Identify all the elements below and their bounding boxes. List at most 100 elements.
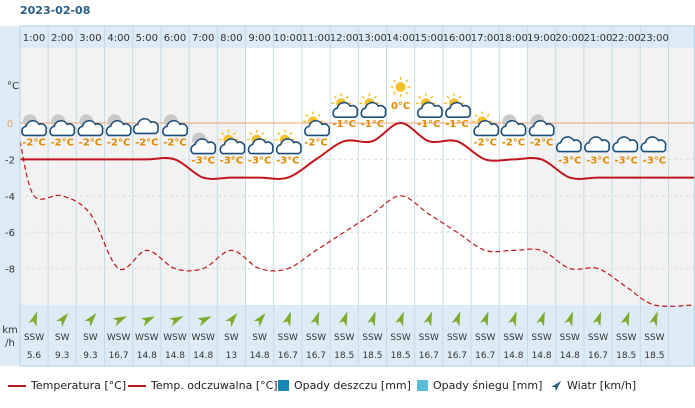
cloud-shape [190,138,217,155]
temperature-label: -1°C [332,119,355,130]
sun-ray [446,95,450,99]
forecast-date: 2023-02-08 [20,4,91,17]
wind-arrow-icon [28,311,38,327]
sun-ray [430,95,434,99]
wind-arrow-shape [197,316,212,327]
sun-ray [373,95,377,99]
sun-cloud-icon [444,93,472,118]
wind-arrow-icon [367,311,376,327]
temperature-label: -2°C [79,137,102,148]
hour-label: 1:00 [23,33,45,44]
wind-speed-label: 14.8 [503,351,523,361]
temperature-label: -2°C [502,137,525,148]
wind-arrow-shape [56,313,69,327]
wind-direction-label: SSW [419,333,439,343]
temperature-label: -2°C [530,137,553,148]
hour-label: 2:00 [51,33,73,44]
cloud-icon [555,136,582,153]
night-cloud-icon [500,114,527,137]
hour-label: 6:00 [164,33,186,44]
y-tick-label: -8 [5,265,15,276]
cloud-shape [612,136,639,153]
night-cloud-icon [77,114,104,137]
wind-arrow-shape [282,311,292,327]
cloud-shape [360,101,387,118]
wind-unit-label: /h [5,338,15,349]
wind-arrow-shape [253,313,266,327]
wind-speed-label: 16.7 [419,351,439,361]
wind-arrow-shape [508,311,517,327]
legend-wind-icon [551,380,561,391]
wind-arrow-shape [592,311,602,327]
temperature-label: -3°C [220,156,243,167]
cloud-shape [640,136,667,153]
wind-arrow-shape [479,311,489,327]
legend-temperature-swatch [8,384,26,387]
wind-unit-label: km [2,325,18,336]
cloud-shape [473,120,500,137]
wind-direction-label: SSW [531,333,551,343]
wind-arrow-shape [649,311,658,327]
wind-speed-label: 18.5 [362,351,382,361]
wind-speed-label: 14.8 [137,351,157,361]
legend-snow-swatch [417,380,428,391]
night-cloud-icon [105,114,132,137]
sun-cloud-icon [472,111,500,137]
y-tick-label: -6 [5,228,15,239]
wind-arrow-icon [395,311,404,327]
chart-canvas: 1:00 SSW 5.6 2:00 SW 9.3 3:00 SW 9.3 4:00 WSW 16.7 5… [0,25,695,367]
hour-label: 15:00 [414,33,443,44]
hour-label: 17:00 [471,33,500,44]
wind-arrow-shape [367,311,376,327]
sun-ray [474,113,478,117]
wind-speed-label: 18.5 [334,351,354,361]
wind-arrow-icon [56,313,69,327]
hour-label: 3:00 [79,33,101,44]
wind-speed-label: 14.8 [193,351,213,361]
sun-cloud-icon [415,93,443,118]
wind-speed-label: 14.8 [165,351,185,361]
cloud-shape [445,101,472,118]
temperature-label: -3°C [248,156,271,167]
hour-label: 8:00 [220,33,242,44]
wind-direction-label: SSW [644,333,664,343]
wind-direction-label: SW [83,333,98,343]
wind-direction-label: WSW [163,333,187,343]
wind-arrow-shape [169,316,184,327]
temperature-label: -2°C [473,137,496,148]
cloud-shape [332,101,359,118]
y-axis-panel [0,26,20,366]
temperature-label: -3°C [558,156,581,167]
hour-label: 14:00 [386,33,415,44]
temperature-label: -1°C [361,119,384,130]
wind-speed-label: 16.7 [447,351,467,361]
cloud-shape [500,120,527,137]
sun-ray [220,132,224,136]
wind-speed-label: 13 [226,351,237,361]
wind-arrow-shape [451,311,461,327]
wind-speed-label: 16.7 [475,351,495,361]
temperature-label: 0°C [391,101,410,112]
sun-ray [405,79,409,83]
wind-arrow-shape [564,311,574,327]
temperature-label: -3°C [614,156,637,167]
hour-label: 7:00 [192,33,214,44]
hour-label: 18:00 [499,33,528,44]
wind-arrow-shape [395,311,404,327]
wind-direction-label: SW [252,333,267,343]
hour-label: 19:00 [527,33,556,44]
wind-arrow-icon [564,311,574,327]
cloud-shape [162,120,189,137]
hour-label: 23:00 [640,33,669,44]
wind-arrow-icon [451,311,461,327]
sun-cloud-icon [303,111,331,137]
wind-arrow-shape [620,311,630,327]
sun-ray [458,95,462,99]
cloud-shape [584,136,611,153]
wind-direction-label: SSW [503,333,523,343]
cloud-shape [21,120,48,137]
wind-direction-label: SW [224,333,239,343]
wind-speed-label: 18.5 [644,351,664,361]
cloud-shape [219,138,246,155]
